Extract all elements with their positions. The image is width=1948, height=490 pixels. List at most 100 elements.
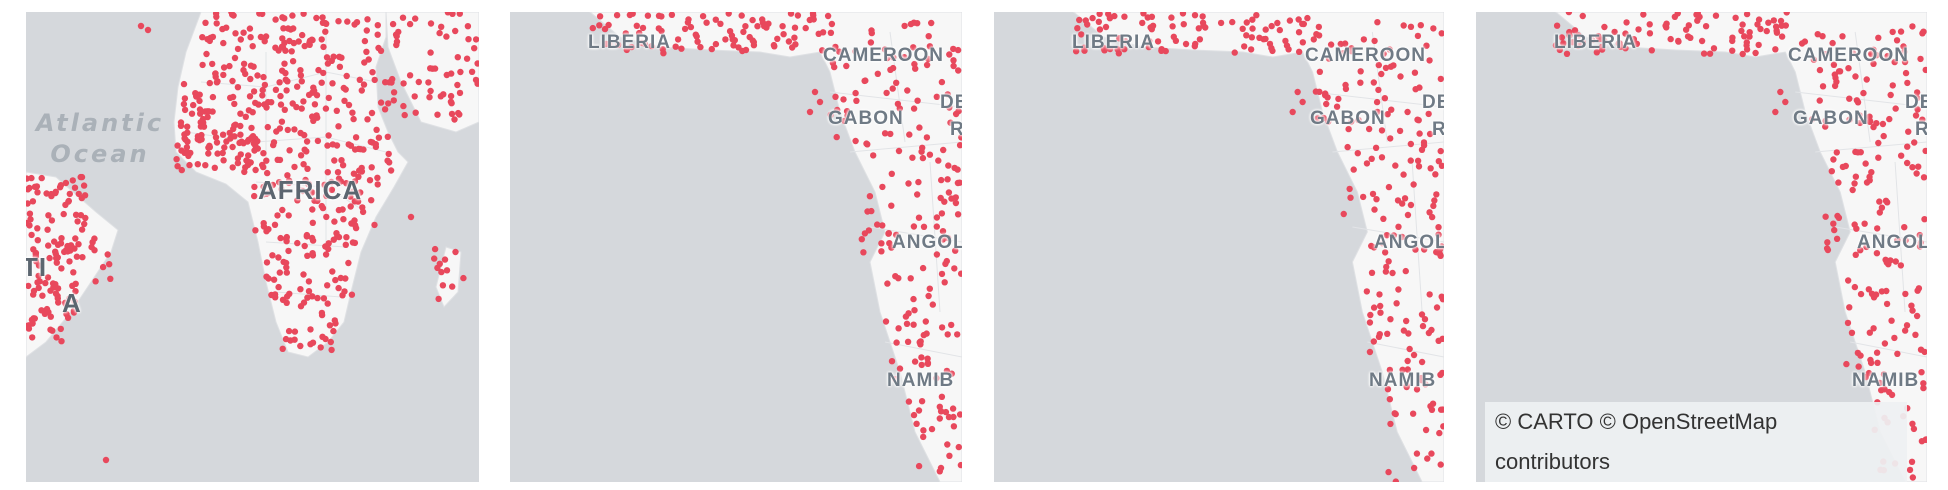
country-label-gabon: GABON [1793,108,1869,129]
data-point [260,223,268,230]
data-point [324,282,331,289]
data-point [1913,89,1921,96]
data-point [1437,461,1444,468]
data-point [1882,197,1890,204]
data-point [1404,211,1412,219]
data-point [327,338,334,346]
data-point [1829,39,1836,47]
data-point [336,63,344,70]
data-point [1375,86,1382,94]
data-point [1325,118,1332,125]
map-canvas[interactable] [994,12,1444,482]
data-point [181,106,189,114]
data-point [1427,165,1434,172]
data-point [913,420,920,427]
data-point [1909,23,1916,30]
data-point [287,26,294,33]
data-point [712,16,719,23]
data-point [950,423,958,430]
data-point [335,206,343,214]
map-canvas[interactable] [510,12,962,482]
data-point [1428,450,1435,457]
data-point [943,367,951,375]
data-point [73,253,81,260]
data-point [1885,261,1892,268]
data-point [377,99,385,106]
data-point [182,136,189,143]
data-point [1854,349,1862,357]
data-point [914,191,921,198]
data-point [924,355,931,362]
data-point [364,16,371,23]
data-point [1385,468,1392,476]
data-point [231,100,238,108]
data-point [888,358,896,365]
data-point [335,123,342,130]
data-point [1912,112,1920,119]
data-point [1437,75,1444,83]
data-point [1848,329,1856,336]
data-point [313,92,321,99]
data-point [1746,33,1753,40]
data-point [780,31,787,38]
data-point [471,45,478,52]
map-attribution[interactable]: © CARTO © OpenStreetMap contributors [1485,402,1907,482]
data-point [426,94,433,101]
data-point [1385,183,1393,191]
data-point [947,119,954,126]
ocean-label-line1: Atlantic [35,109,165,137]
map-canvas[interactable] [26,12,479,482]
data-point [62,179,70,187]
data-point [1426,57,1433,64]
data-point [904,87,911,94]
data-point [254,72,261,79]
data-point [264,169,271,177]
data-point [1862,160,1869,167]
data-point [1905,128,1912,135]
data-point [1852,173,1860,180]
data-point [1429,400,1437,407]
data-point [259,161,266,169]
data-point [864,208,871,215]
data-point [892,376,899,383]
data-point [1889,82,1896,89]
data-point [1415,163,1423,170]
data-point [79,254,86,261]
data-point [655,25,662,32]
data-point [712,40,720,48]
map-panel-world[interactable]: Atlantic Ocean AFRICA TI A [26,12,479,482]
data-point [309,219,316,226]
data-point [283,269,290,276]
data-point [1782,22,1790,29]
data-point [352,134,360,141]
data-point [78,173,86,181]
data-point [309,250,316,257]
data-point [263,259,271,266]
data-point [295,38,302,45]
data-point [1433,304,1441,311]
data-point [1323,100,1330,108]
data-point [791,24,799,31]
data-point [385,100,392,107]
data-point [229,143,236,151]
data-point [1376,291,1383,298]
data-point [1911,139,1918,146]
data-point [1783,12,1790,16]
map-panel-zoom-1[interactable]: LIBERIA CAMEROON GABON DE R ANGOL NAMIB [510,12,962,482]
data-point [954,46,962,54]
data-point [789,44,796,51]
data-point [916,124,923,131]
data-point [1229,18,1236,26]
data-point [291,328,299,335]
map-panel-zoom-2[interactable]: LIBERIA CAMEROON GABON DE R ANGOL NAMIB [994,12,1444,482]
data-point [434,111,441,118]
data-point [920,433,927,441]
data-point [1433,191,1440,198]
data-point [1922,436,1927,443]
data-point [843,62,850,70]
data-point [45,212,52,219]
data-point [387,167,395,174]
data-point [272,86,280,94]
data-point [1916,243,1924,250]
data-point [251,192,258,200]
